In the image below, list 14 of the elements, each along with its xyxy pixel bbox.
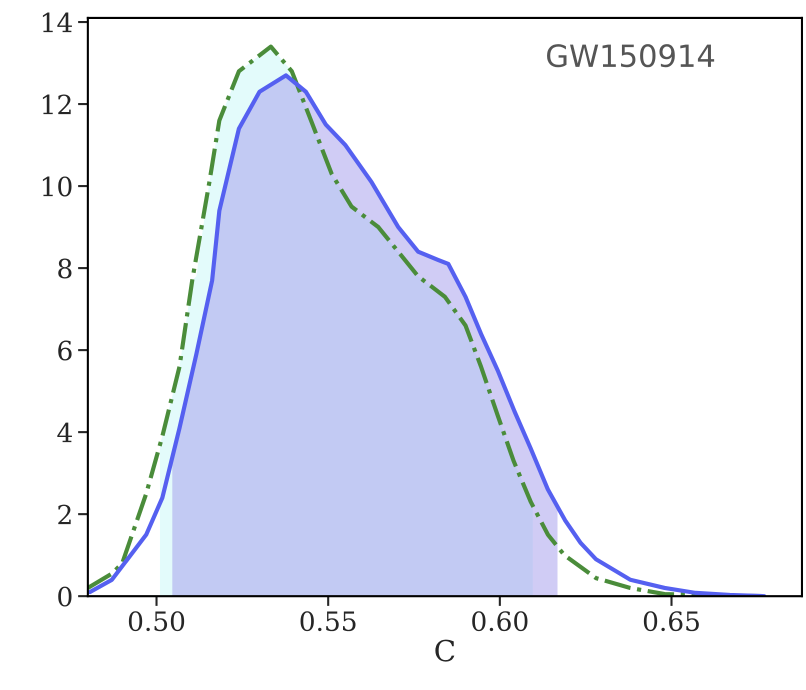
x-tick-label: 0.65 bbox=[644, 611, 699, 632]
annotation: GW150914 bbox=[547, 44, 714, 68]
x-tick-label: 0.55 bbox=[300, 611, 356, 632]
y-tick-label: 8 bbox=[58, 258, 72, 278]
y-tick-label: 2 bbox=[58, 504, 71, 524]
y-tick-label: 14 bbox=[42, 12, 72, 32]
y-tick-label: 12 bbox=[42, 94, 71, 114]
y-tick-label: 4 bbox=[57, 422, 72, 442]
x-axis-title: C bbox=[435, 640, 454, 662]
x-tick-label: 0.50 bbox=[128, 611, 184, 632]
x-tick-label: 0.60 bbox=[472, 611, 528, 632]
y-tick-label: 6 bbox=[58, 340, 72, 361]
y-tick-label: 0 bbox=[58, 586, 72, 607]
y-tick-label: 10 bbox=[42, 176, 72, 196]
